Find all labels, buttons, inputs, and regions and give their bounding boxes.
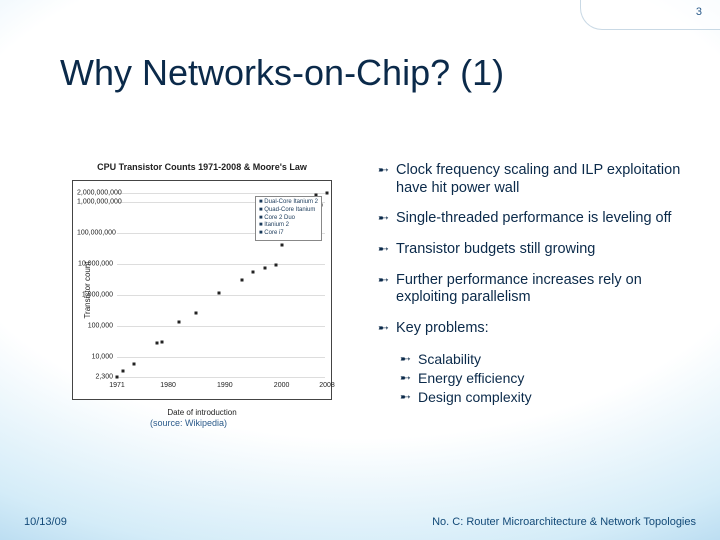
bullet-marker-icon: ➸ xyxy=(378,162,396,197)
bullet-list: ➸Clock frequency scaling and ILP exploit… xyxy=(378,162,688,408)
bullet-item: ➸Further performance increases rely on e… xyxy=(378,272,688,307)
bullet-text: Key problems: xyxy=(396,320,489,338)
chart-x-tick: 1990 xyxy=(217,382,233,389)
bullet-marker-icon: ➸ xyxy=(400,351,418,368)
chart-source-note: (source: Wikipedia) xyxy=(150,418,227,428)
bullet-marker-icon: ➸ xyxy=(378,210,396,228)
legend-item: ■ Dual-Core Itanium 2 xyxy=(259,199,318,207)
chart-data-point xyxy=(274,263,277,266)
chart-y-tick: 1,000,000 xyxy=(77,292,113,299)
moores-law-chart: CPU Transistor Counts 1971-2008 & Moore'… xyxy=(72,180,332,400)
bullet-item: ➸Single-threaded performance is leveling… xyxy=(378,210,688,228)
bullet-item: ➸Clock frequency scaling and ILP exploit… xyxy=(378,162,688,197)
chart-y-tick: 10,000,000 xyxy=(77,261,113,268)
page-number: 3 xyxy=(696,6,702,18)
chart-gridline xyxy=(117,377,325,378)
chart-data-point xyxy=(218,291,221,294)
legend-item: ■ Core i7 xyxy=(259,230,318,238)
bullet-marker-icon: ➸ xyxy=(378,272,396,307)
chart-data-point xyxy=(326,191,329,194)
chart-data-point xyxy=(161,341,164,344)
bullet-text: Transistor budgets still growing xyxy=(396,241,595,259)
bullet-marker-icon: ➸ xyxy=(378,320,396,338)
chart-y-axis-label: Transistor count xyxy=(83,261,92,318)
chart-y-tick: 100,000 xyxy=(77,323,113,330)
chart-gridline xyxy=(117,193,325,194)
bullet-marker-icon: ➸ xyxy=(400,370,418,387)
chart-y-tick: 100,000,000 xyxy=(77,230,113,237)
chart-gridline xyxy=(117,295,325,296)
legend-item: ■ Core 2 Duo xyxy=(259,215,318,223)
chart-data-point xyxy=(121,370,124,373)
sub-bullet-text: Design complexity xyxy=(418,389,532,406)
sub-bullet-item: ➸Design complexity xyxy=(400,389,688,406)
sub-bullet-list: ➸Scalability➸Energy efficiency➸Design co… xyxy=(378,351,688,406)
chart-gridline xyxy=(117,326,325,327)
legend-item: ■ Quad-Core Itanium xyxy=(259,207,318,215)
chart-data-point xyxy=(195,311,198,314)
slide-title: Why Networks-on-Chip? (1) xyxy=(60,52,504,94)
bullet-marker-icon: ➸ xyxy=(400,389,418,406)
chart-data-point xyxy=(280,243,283,246)
bullet-item: ➸Transistor budgets still growing xyxy=(378,241,688,259)
chart-x-axis-label: Date of introduction xyxy=(73,408,331,417)
sub-bullet-item: ➸Scalability xyxy=(400,351,688,368)
chart-plot-area: 2,30010,000100,0001,000,00010,000,000100… xyxy=(117,193,325,375)
chart-data-point xyxy=(240,279,243,282)
chart-data-point xyxy=(263,267,266,270)
chart-title: CPU Transistor Counts 1971-2008 & Moore'… xyxy=(73,163,331,173)
chart-data-point xyxy=(116,375,119,378)
chart-y-tick: 2,000,000,000 xyxy=(77,189,113,196)
bullet-text: Single-threaded performance is leveling … xyxy=(396,210,671,228)
bullet-text: Further performance increases rely on ex… xyxy=(396,272,688,307)
chart-data-point xyxy=(252,271,255,274)
chart-gridline xyxy=(117,357,325,358)
chart-x-tick: 1980 xyxy=(160,382,176,389)
footer-title: No. C: Router Microarchitecture & Networ… xyxy=(432,516,696,528)
legend-item: ■ Itanium 2 xyxy=(259,222,318,230)
chart-data-point xyxy=(133,363,136,366)
bullet-text: Clock frequency scaling and ILP exploita… xyxy=(396,162,688,197)
chart-y-tick: 2,300 xyxy=(77,373,113,380)
footer-date: 10/13/09 xyxy=(24,516,67,528)
chart-y-tick: 10,000 xyxy=(77,354,113,361)
chart-gridline xyxy=(117,264,325,265)
bullet-item: ➸Key problems: xyxy=(378,320,688,338)
chart-legend: ■ Dual-Core Itanium 2■ Quad-Core Itanium… xyxy=(255,196,322,241)
bullet-marker-icon: ➸ xyxy=(378,241,396,259)
chart-y-tick: 1,000,000,000 xyxy=(77,199,113,206)
chart-data-point xyxy=(155,341,158,344)
chart-data-point xyxy=(178,321,181,324)
chart-x-tick: 2008 xyxy=(319,382,335,389)
chart-x-tick: 2000 xyxy=(274,382,290,389)
sub-bullet-item: ➸Energy efficiency xyxy=(400,370,688,387)
sub-bullet-text: Scalability xyxy=(418,351,481,368)
chart-x-tick: 1971 xyxy=(109,382,125,389)
sub-bullet-text: Energy efficiency xyxy=(418,370,524,387)
